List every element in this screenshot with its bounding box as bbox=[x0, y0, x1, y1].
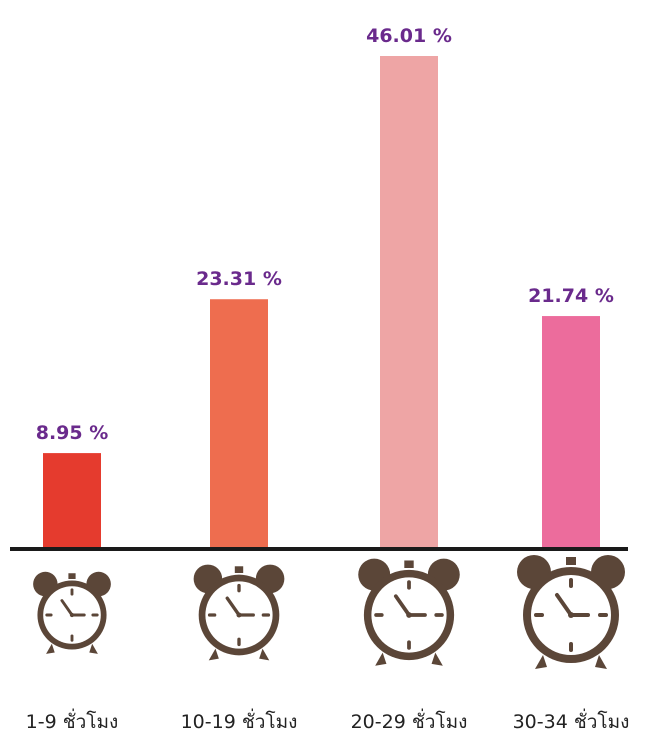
bar bbox=[380, 56, 438, 549]
data-label: 8.95 % bbox=[36, 422, 109, 444]
bar bbox=[542, 316, 600, 549]
category-label: 1-9 ชั่วโมง bbox=[26, 708, 119, 733]
bar bbox=[210, 299, 268, 549]
category-label: 30-34 ชั่วโมง bbox=[513, 708, 630, 733]
data-label: 21.74 % bbox=[528, 285, 614, 307]
alarm-clock-icon bbox=[193, 564, 285, 661]
bar bbox=[43, 453, 101, 549]
category-label: 20-29 ชั่วโมง bbox=[351, 708, 468, 733]
alarm-clock-icon bbox=[33, 571, 111, 654]
alarm-clock-icon bbox=[517, 555, 625, 669]
alarm-clock-icon bbox=[358, 558, 460, 666]
data-label: 46.01 % bbox=[366, 25, 452, 47]
data-label: 23.31 % bbox=[196, 268, 282, 290]
category-label: 10-19 ชั่วโมง bbox=[181, 708, 298, 733]
